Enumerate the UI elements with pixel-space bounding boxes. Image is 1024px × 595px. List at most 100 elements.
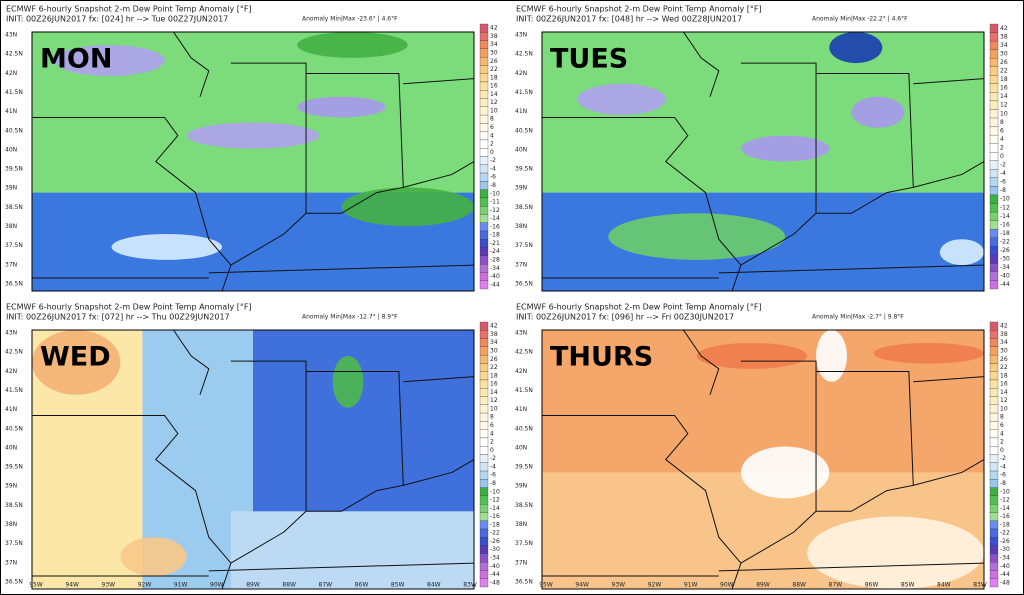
panel-anomaly: Anomaly Min|Max -2.7° | 9.8°F	[812, 314, 904, 321]
field-blob	[696, 342, 808, 369]
colorbar-label: -30	[1000, 546, 1010, 553]
colorbar-label: 0	[1000, 153, 1004, 160]
colorbar-swatch	[989, 404, 999, 414]
lat-label: 40N	[5, 444, 17, 451]
colorbar-swatch	[479, 98, 489, 107]
colorbar-label: -2	[1000, 162, 1006, 169]
colorbar-swatch	[989, 83, 999, 93]
colorbar-label: 14	[490, 91, 498, 98]
colorbar-label: -30	[490, 546, 500, 553]
lat-label: 43N	[515, 32, 527, 39]
colorbar-label: -11	[490, 199, 500, 206]
colorbar-swatch	[479, 495, 489, 505]
colorbar-swatch	[989, 470, 999, 480]
state-border	[542, 414, 742, 589]
panel-init: INIT: 00Z26JUN2017 fx: [096] hr --> Fri …	[516, 313, 734, 322]
colorbar-label: -28	[490, 257, 500, 264]
colorbar-label: 6	[1000, 127, 1004, 134]
colorbar-swatch	[479, 412, 489, 422]
colorbar-swatch	[479, 446, 489, 455]
colorbar-label: 14	[1000, 389, 1008, 396]
field-blob	[740, 446, 830, 499]
colorbar-swatch	[479, 537, 489, 546]
colorbar-swatch	[989, 363, 999, 372]
lat-label: 40N	[5, 146, 17, 153]
colorbar-swatch	[989, 338, 999, 347]
colorbar-label: 16	[1000, 381, 1008, 388]
colorbar-label: -48	[490, 579, 500, 586]
colorbar-label: -22	[1000, 238, 1010, 245]
map-border	[31, 329, 475, 590]
lat-label: 40.5N	[515, 425, 533, 432]
colorbar-label: 16	[490, 381, 498, 388]
colorbar-label: -14	[490, 215, 500, 222]
colorbar-label: -16	[1000, 513, 1010, 520]
colorbar-label: 34	[1000, 42, 1008, 49]
colorbar-label: -8	[490, 182, 496, 189]
state-border	[208, 562, 474, 572]
colorbar-swatch	[479, 371, 489, 381]
colorbar-label: -40	[490, 273, 500, 280]
lat-label: 37.5N	[515, 540, 533, 547]
field-blob	[32, 330, 121, 395]
field-blob	[186, 122, 320, 149]
colorbar-label: -4	[490, 165, 496, 172]
colorbar-swatch	[479, 272, 489, 281]
colorbar-swatch	[989, 211, 999, 221]
colorbar-swatch	[479, 172, 489, 182]
state-border	[740, 62, 817, 266]
colorbar-swatch	[989, 578, 999, 588]
field-blob	[829, 32, 883, 64]
map-panel: ECMWF 6-hourly Snapshot 2-m Dew Point Te…	[2, 300, 507, 593]
lat-label: 41.5N	[515, 387, 533, 394]
colorbar-swatch	[989, 49, 999, 59]
colorbar-label: 4	[490, 430, 494, 437]
colorbar-swatch	[989, 528, 999, 538]
colorbar-label: 0	[490, 149, 494, 156]
colorbar-swatch	[989, 570, 999, 579]
colorbar-swatch	[479, 206, 489, 215]
colorbar-label: 10	[490, 107, 498, 114]
colorbar-swatch	[479, 437, 489, 447]
colorbar-swatch	[989, 92, 999, 102]
lat-label: 41.5N	[515, 89, 533, 96]
colorbar-label: -34	[490, 555, 500, 562]
colorbar-label: -40	[490, 563, 500, 570]
colorbar-label: 6	[490, 422, 494, 429]
lat-label: 38.5N	[5, 204, 23, 211]
colorbar-swatch	[479, 114, 489, 124]
colorbar-label: -16	[490, 223, 500, 230]
colorbar-swatch	[989, 504, 999, 513]
colorbar-label: -2	[490, 455, 496, 462]
colorbar-label: -10	[1000, 196, 1010, 203]
colorbar-swatch	[989, 429, 999, 439]
lat-label: 39.5N	[5, 166, 23, 173]
lat-label: 42.5N	[515, 349, 533, 356]
colorbar-swatch	[479, 197, 489, 207]
day-label: MON	[40, 44, 112, 75]
colorbar-label: 12	[1000, 102, 1008, 109]
colorbar-swatch	[989, 220, 999, 230]
colorbar-swatch	[989, 562, 999, 571]
colorbar-label: -24	[490, 248, 500, 255]
colorbar-label: 8	[490, 414, 494, 421]
lat-label: 38.5N	[515, 502, 533, 509]
lat-label: 39N	[515, 483, 527, 490]
colorbar-swatch	[479, 106, 489, 116]
colorbar-label: -26	[1000, 247, 1010, 254]
field-blob	[111, 234, 223, 260]
colorbar-swatch	[479, 338, 489, 347]
state-border	[32, 116, 232, 291]
colorbar-swatch	[989, 246, 999, 255]
field-blob	[608, 213, 786, 260]
colorbar-label: -4	[490, 463, 496, 470]
colorbar-label: 22	[1000, 364, 1008, 371]
lon-label: 84W	[937, 582, 951, 589]
colorbar-label: 12	[490, 99, 498, 106]
colorbar-swatch	[989, 126, 999, 136]
lon-label: 86W	[865, 582, 879, 589]
colorbar-label: -8	[1000, 480, 1006, 487]
colorbar-swatch	[479, 479, 489, 488]
colorbar-swatch	[989, 32, 999, 42]
colorbar-label: 2	[1000, 144, 1004, 151]
